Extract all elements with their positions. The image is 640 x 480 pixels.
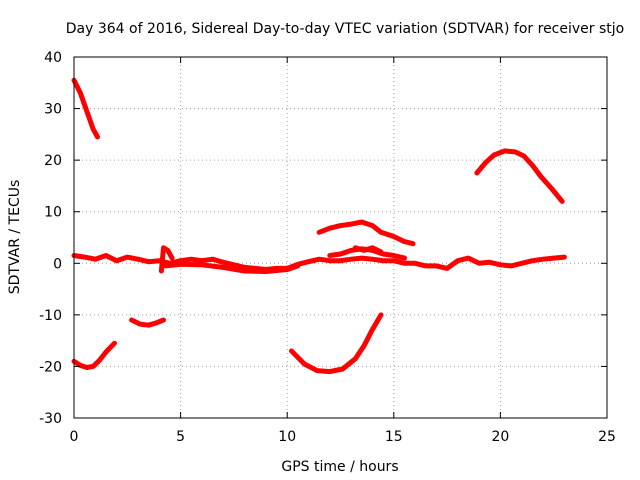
x-axis-label: GPS time / hours — [281, 459, 398, 475]
y-tick-label: -10 — [39, 308, 62, 324]
x-tick-label: 0 — [70, 429, 79, 445]
axis-ticks — [73, 56, 608, 419]
x-tick-label: 20 — [491, 429, 509, 445]
y-tick-label: 40 — [44, 50, 62, 66]
data-series — [71, 77, 567, 375]
y-tick-label: 0 — [53, 256, 62, 272]
y-tick-label: 20 — [44, 153, 62, 169]
y-tick-label: 10 — [44, 205, 62, 221]
series-arc-4 — [289, 312, 384, 375]
series-spike-4h — [158, 245, 175, 274]
series-band-near-zero — [71, 253, 567, 272]
x-tick-label: 10 — [278, 429, 296, 445]
x-tick-label: 25 — [598, 429, 616, 445]
series-band-lower — [163, 261, 301, 274]
x-tick-label: 15 — [385, 429, 403, 445]
series-arc-3 — [129, 317, 166, 328]
chart-title: Day 364 of 2016, Sidereal Day-to-day VTE… — [66, 21, 624, 37]
series-arc-6 — [474, 148, 565, 204]
series-arc-1 — [71, 77, 100, 140]
gridlines — [74, 57, 607, 418]
y-axis-label: SDTVAR / TECUs — [7, 180, 23, 295]
x-tick-label: 5 — [176, 429, 185, 445]
y-tick-label: -30 — [39, 411, 62, 427]
series-arc-2 — [71, 340, 117, 370]
y-tick-label: 30 — [44, 102, 62, 118]
tick-labels: 0 5 10 15 20 25 -30 -20 -10 0 10 20 30 40 — [39, 50, 616, 445]
series-arc-5 — [316, 219, 416, 247]
series-spike-13h — [352, 245, 384, 255]
y-tick-label: -20 — [39, 359, 62, 375]
plot-frame — [73, 56, 608, 419]
